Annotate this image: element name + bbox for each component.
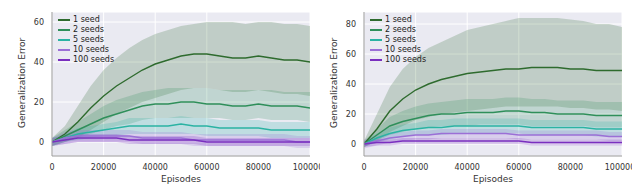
svg-text:20: 20	[346, 110, 356, 119]
html-text:5 seeds: 5 seeds	[385, 35, 416, 44]
html-text:100 seeds: 100 seeds	[73, 55, 115, 64]
svg-text:40000: 40000	[142, 163, 167, 172]
svg-text:80000: 80000	[246, 163, 271, 172]
svg-text:100000: 100000	[605, 163, 632, 172]
svg-text:60000: 60000	[506, 163, 531, 172]
svg-text:40: 40	[34, 58, 44, 67]
svg-text:Generalization Error: Generalization Error	[17, 37, 27, 128]
svg-text:20000: 20000	[403, 163, 428, 172]
svg-text:0: 0	[361, 163, 366, 172]
svg-text:40000: 40000	[454, 163, 479, 172]
svg-text:0: 0	[39, 138, 44, 147]
svg-text:80000: 80000	[558, 163, 583, 172]
html-text:1 seed: 1 seed	[73, 15, 100, 24]
svg-text:80: 80	[346, 20, 356, 29]
svg-text:100000: 100000	[293, 163, 320, 172]
html-text:100 seeds: 100 seeds	[385, 55, 427, 64]
html-text:10 seeds: 10 seeds	[385, 45, 421, 54]
html-text:2 seeds: 2 seeds	[73, 25, 104, 34]
svg-text:20000: 20000	[91, 163, 116, 172]
html-text:5 seeds: 5 seeds	[73, 35, 104, 44]
html-text:10 seeds: 10 seeds	[73, 45, 109, 54]
html-text:2 seeds: 2 seeds	[385, 25, 416, 34]
svg-text:Episodes: Episodes	[161, 174, 201, 184]
svg-text:60: 60	[346, 50, 356, 59]
svg-text:Generalization Error: Generalization Error	[329, 37, 339, 128]
svg-text:60000: 60000	[194, 163, 219, 172]
svg-text:60: 60	[34, 18, 44, 27]
svg-text:40: 40	[346, 80, 356, 89]
svg-text:20: 20	[34, 98, 44, 107]
svg-text:0: 0	[49, 163, 54, 172]
svg-text:0: 0	[351, 140, 356, 149]
svg-text:Episodes: Episodes	[473, 174, 513, 184]
html-text:1 seed: 1 seed	[385, 15, 412, 24]
